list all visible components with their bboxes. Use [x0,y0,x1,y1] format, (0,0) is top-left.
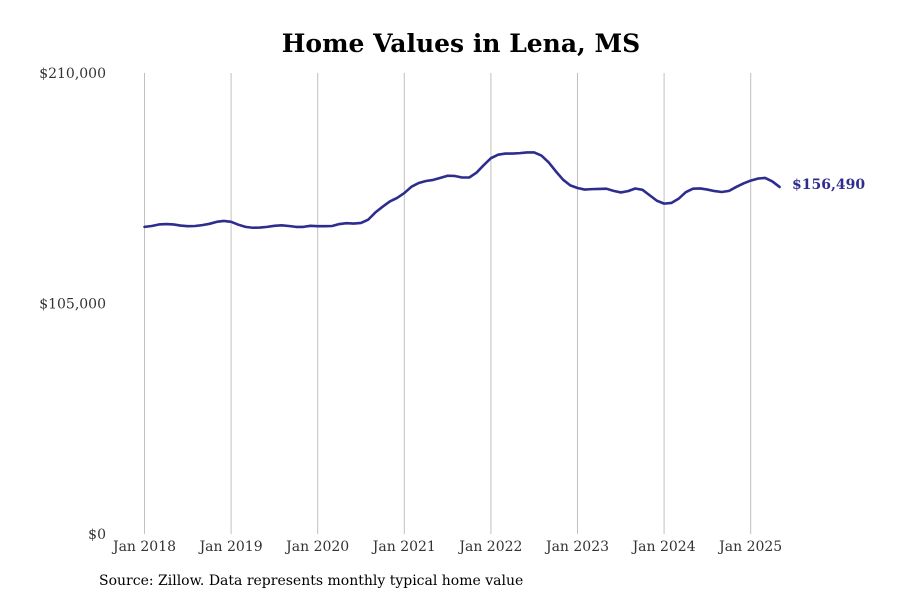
series-line [143,151,781,230]
x-tick-label: Jan 2020 [284,539,349,555]
grid-lines [144,73,752,534]
y-tick-label: $0 [88,527,106,543]
chart-title: Home Values in Lena, MS [282,29,640,58]
end-value-label: $156,490 [792,177,865,193]
x-tick-label: Jan 2019 [198,539,263,555]
x-tick-label: Jan 2021 [371,539,436,555]
x-axis-tick-labels: Jan 2018 Jan 2019 Jan 2020 Jan 2021 Jan 2022… [111,539,782,555]
y-tick-label: $210,000 [39,66,106,82]
y-axis-tick-labels: $0 $105,000 $210,000 [39,66,106,543]
x-tick-label: Jan 2024 [631,539,696,555]
x-tick-label: Jan 2022 [457,539,522,555]
x-tick-label: Jan 2023 [544,539,609,555]
series-layer: $156,490 [143,151,865,230]
y-tick-label: $105,000 [39,297,106,313]
source-note: Source: Zillow. Data represents monthly … [99,573,524,589]
x-tick-label: Jan 2025 [717,539,782,555]
x-tick-label: Jan 2018 [111,539,176,555]
